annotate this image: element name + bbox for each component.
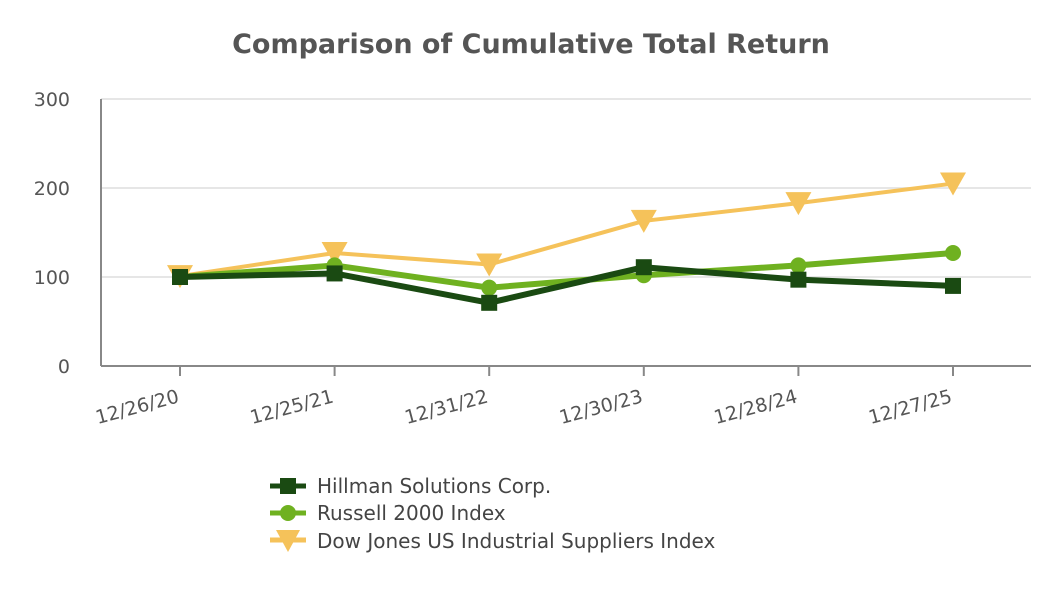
- x-tick-label: 12/31/22: [402, 386, 490, 429]
- data-point-russell: [481, 279, 498, 296]
- data-point-hillman: [481, 294, 498, 311]
- data-point-hillman: [326, 265, 343, 282]
- data-point-russell: [945, 244, 961, 261]
- legend-marker-circle: [280, 505, 296, 521]
- series-group: [167, 172, 966, 311]
- data-point-dow: [940, 172, 966, 196]
- legend-label-dowjones: Dow Jones US Industrial Suppliers Index: [317, 529, 715, 553]
- legend-item-hillman: Hillman Solutions Corp.: [270, 474, 551, 498]
- data-point-hillman: [790, 271, 807, 288]
- y-tick-label: 100: [34, 267, 70, 289]
- data-point-hillman: [172, 269, 188, 285]
- legend-item-russell: Russell 2000 Index: [270, 501, 506, 525]
- y-tick-labels: 0 100 200 300: [34, 89, 70, 378]
- series-line-hillman: [179, 264, 954, 306]
- data-point-russell: [790, 257, 807, 274]
- data-point-dow: [630, 209, 657, 233]
- data-point-dow: [321, 241, 348, 265]
- legend-item-dowjones: Dow Jones US Industrial Suppliers Index: [270, 529, 715, 553]
- legend-marker-triangle: [276, 530, 300, 552]
- legend: Hillman Solutions Corp. Russell 2000 Ind…: [270, 474, 715, 553]
- x-tick-label: 12/25/21: [248, 386, 336, 429]
- x-tick-label: 12/28/24: [712, 386, 800, 429]
- data-point-dow: [476, 253, 503, 277]
- x-tick-label: 12/26/20: [93, 386, 181, 429]
- series-line-dow: [179, 181, 954, 279]
- legend-label-russell: Russell 2000 Index: [317, 501, 506, 525]
- legend-label-hillman: Hillman Solutions Corp.: [317, 474, 551, 498]
- axes: [100, 99, 1031, 367]
- data-point-dow: [785, 192, 812, 216]
- legend-marker-square: [280, 478, 296, 494]
- y-tick-label: 300: [34, 89, 70, 111]
- gridlines: [101, 98, 1031, 278]
- series-line-russell: [179, 249, 954, 291]
- y-tick-label: 200: [34, 178, 70, 200]
- x-tick-label: 12/30/23: [557, 386, 645, 429]
- x-tick-labels: 12/26/20 12/25/21 12/31/22 12/30/23 12/28/24…: [93, 366, 954, 429]
- chart-title: Comparison of Cumulative Total Return: [232, 29, 830, 60]
- x-tick-label: 12/27/25: [866, 386, 954, 429]
- y-tick-label: 0: [58, 356, 70, 378]
- data-point-hillman: [635, 259, 652, 276]
- data-point-hillman: [945, 277, 961, 294]
